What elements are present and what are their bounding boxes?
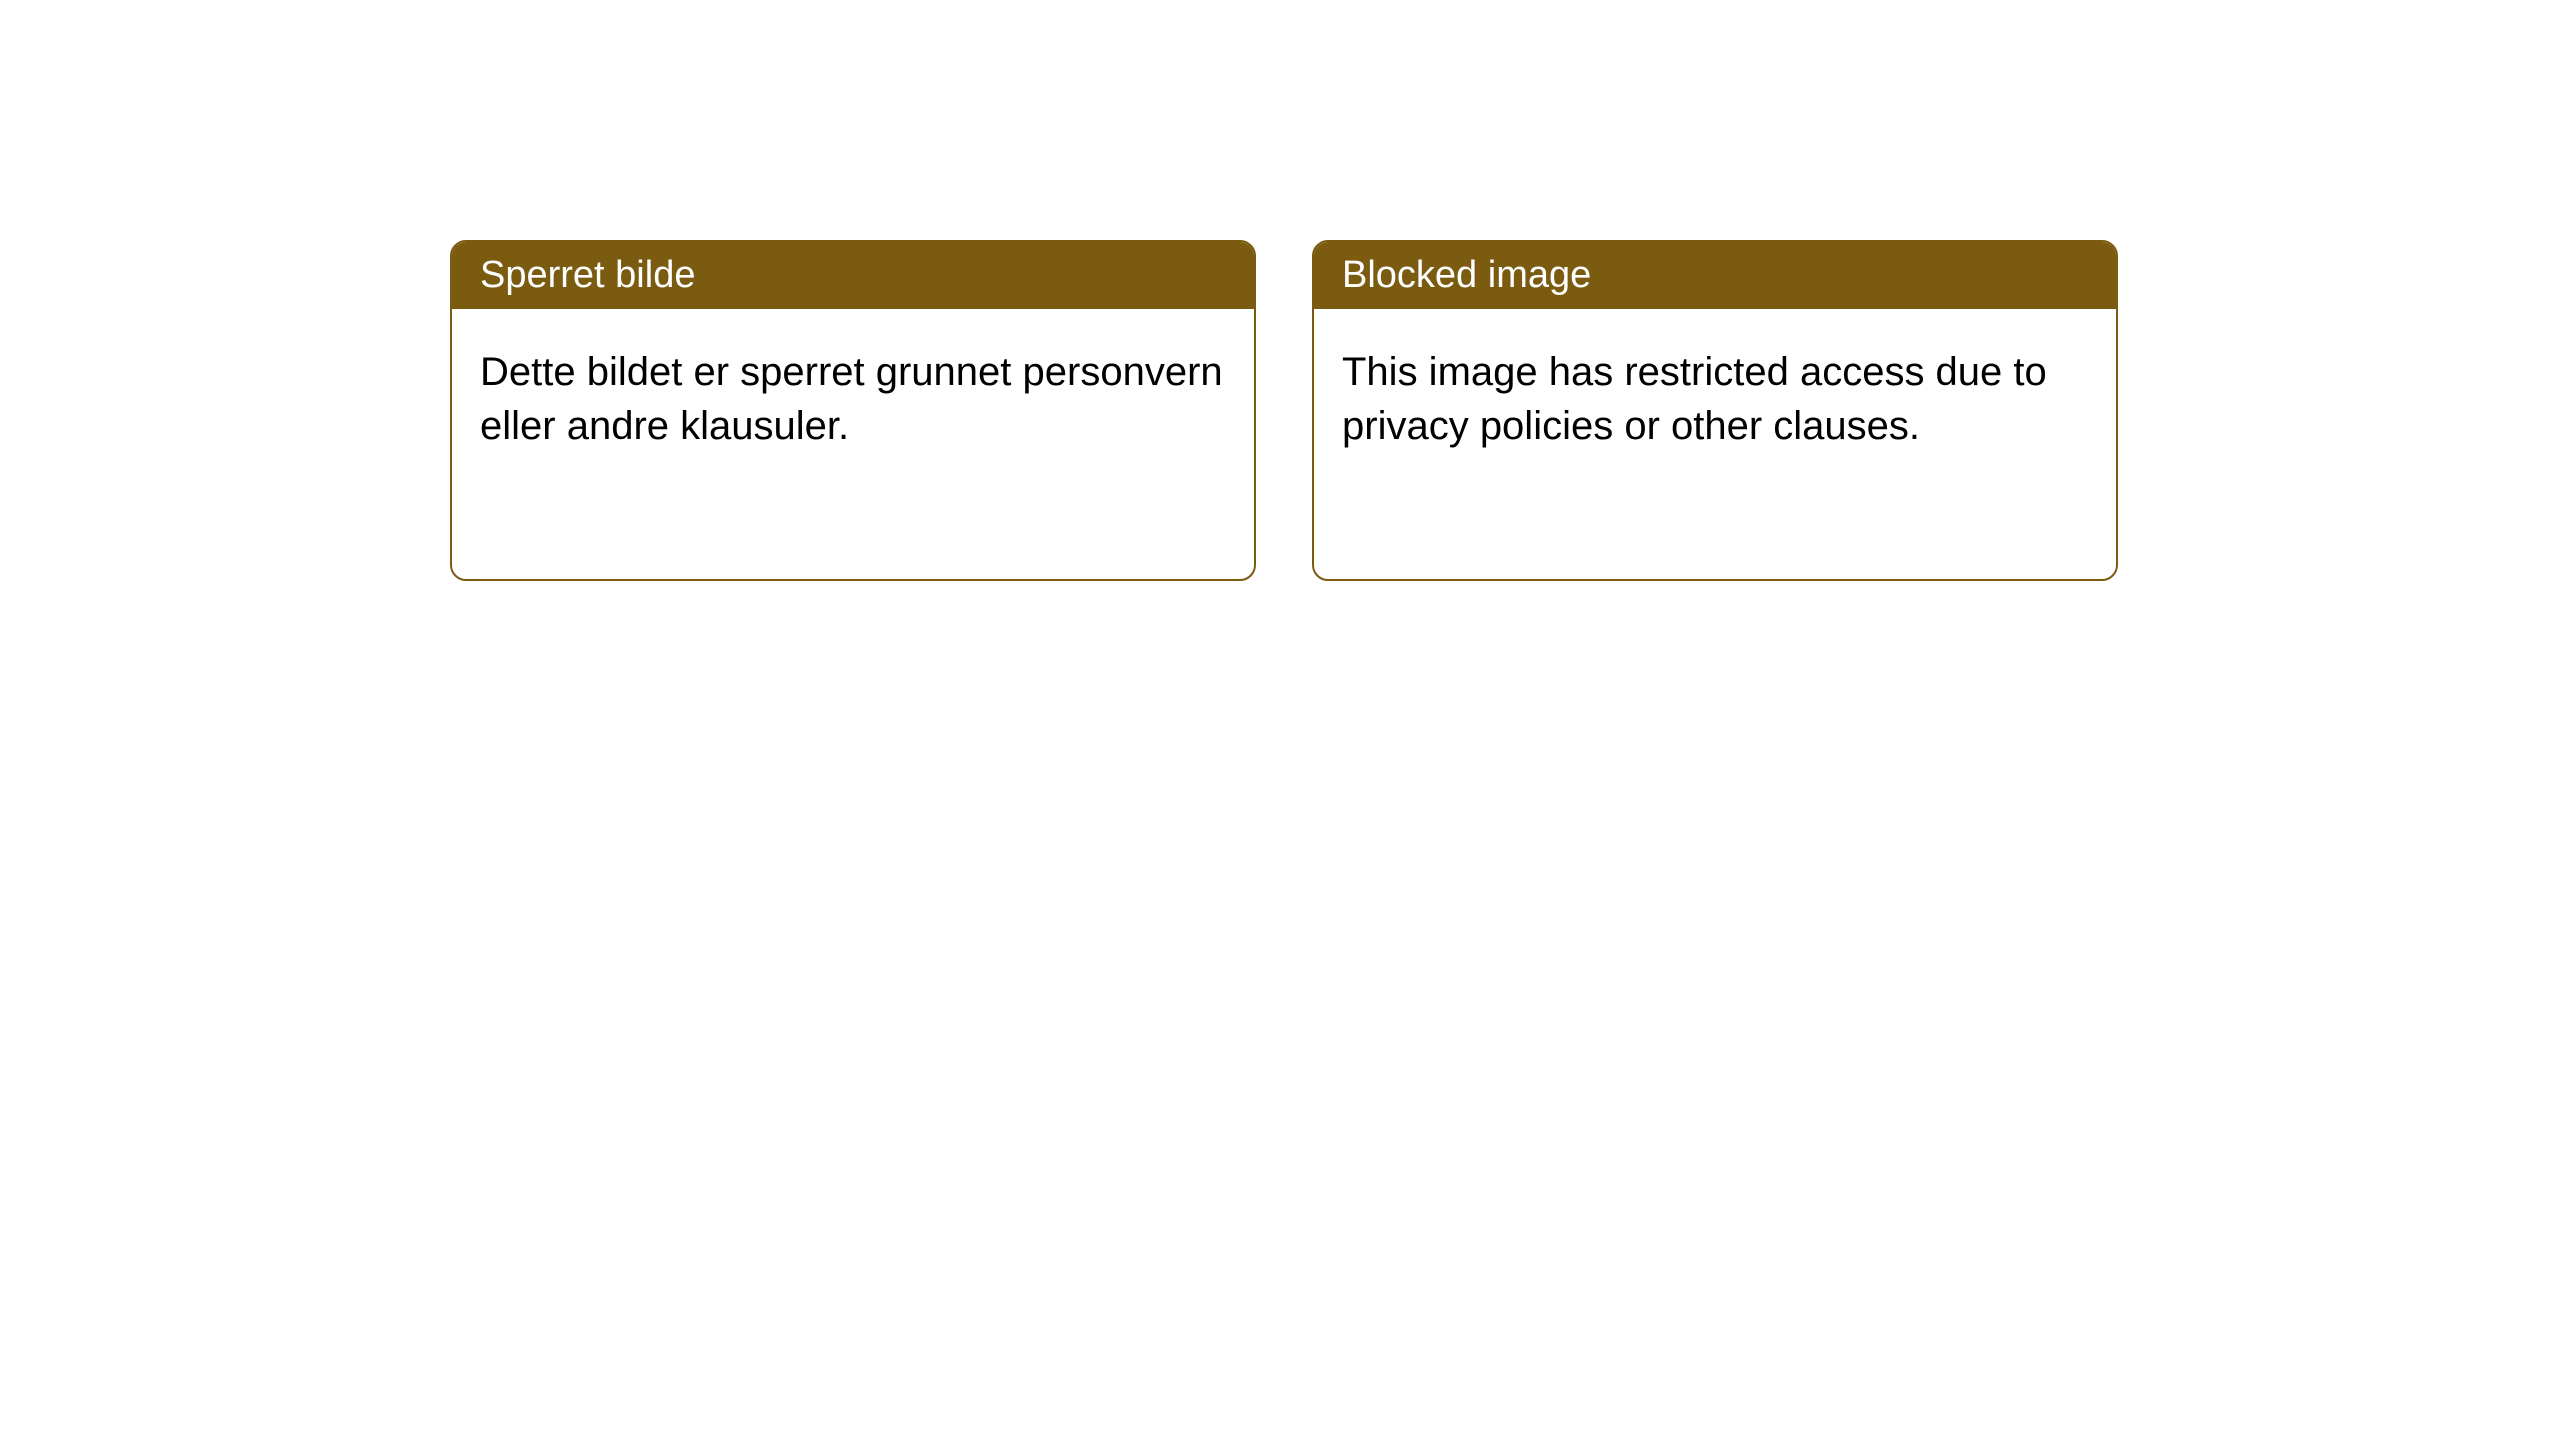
- notice-card-norwegian: Sperret bilde Dette bildet er sperret gr…: [450, 240, 1256, 581]
- card-body: This image has restricted access due to …: [1314, 309, 2116, 579]
- card-body-text: This image has restricted access due to …: [1342, 350, 2047, 448]
- card-body: Dette bildet er sperret grunnet personve…: [452, 309, 1254, 579]
- card-title: Sperret bilde: [480, 254, 695, 296]
- notices-container: Sperret bilde Dette bildet er sperret gr…: [0, 0, 2560, 581]
- card-header: Blocked image: [1314, 242, 2116, 309]
- notice-card-english: Blocked image This image has restricted …: [1312, 240, 2118, 581]
- card-header: Sperret bilde: [452, 242, 1254, 309]
- card-body-text: Dette bildet er sperret grunnet personve…: [480, 350, 1223, 448]
- card-title: Blocked image: [1342, 254, 1591, 296]
